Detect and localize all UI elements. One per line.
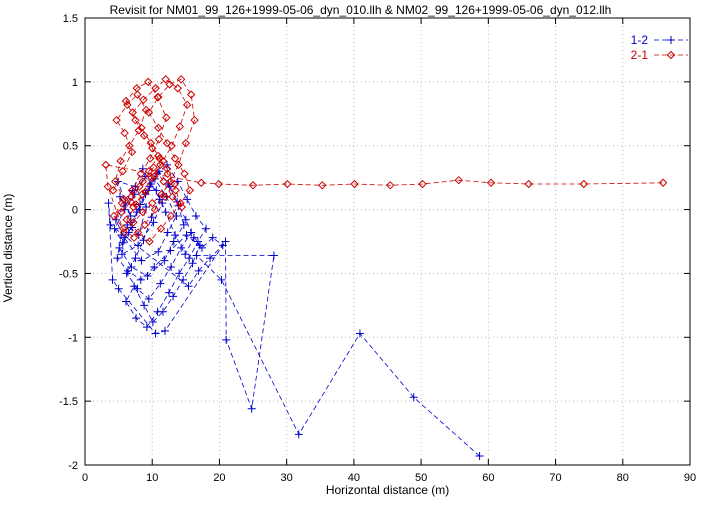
svg-text:90: 90 bbox=[684, 472, 696, 484]
svg-text:30: 30 bbox=[281, 472, 293, 484]
svg-text:0.5: 0.5 bbox=[63, 141, 78, 153]
svg-text:-1.5: -1.5 bbox=[59, 396, 78, 408]
svg-text:-1: -1 bbox=[68, 332, 78, 344]
series-2-1 bbox=[101, 75, 668, 246]
svg-text:60: 60 bbox=[482, 472, 494, 484]
svg-text:1.5: 1.5 bbox=[63, 13, 78, 25]
svg-text:0: 0 bbox=[82, 472, 88, 484]
svg-text:1: 1 bbox=[72, 77, 78, 89]
svg-text:0: 0 bbox=[72, 205, 78, 217]
legend: 1-22-1 bbox=[631, 33, 688, 62]
svg-text:10: 10 bbox=[146, 472, 158, 484]
svg-text:20: 20 bbox=[213, 472, 225, 484]
chart-title: Revisit for NM01_99_126+1999-05-06_dyn_0… bbox=[109, 3, 612, 17]
svg-text:40: 40 bbox=[348, 472, 360, 484]
svg-text:70: 70 bbox=[549, 472, 561, 484]
svg-text:1-2: 1-2 bbox=[631, 33, 649, 47]
svg-text:-0.5: -0.5 bbox=[59, 268, 78, 280]
series-1-2 bbox=[104, 160, 484, 461]
x-axis-label: Horizontal distance (m) bbox=[325, 483, 450, 497]
plot-border bbox=[84, 17, 691, 466]
svg-text:-2: -2 bbox=[68, 460, 78, 472]
y-axis-label: Vertical distance (m) bbox=[1, 193, 15, 303]
tick-marks bbox=[84, 17, 691, 466]
svg-text:2-1: 2-1 bbox=[631, 48, 649, 62]
tick-labels: 0 10 20 30 40 50 60 70 80 90 -2 -1.5 -1 -0.5 0 0.5 1 1.5 bbox=[59, 13, 696, 484]
svg-text:80: 80 bbox=[617, 472, 629, 484]
svg-text:50: 50 bbox=[415, 472, 427, 484]
